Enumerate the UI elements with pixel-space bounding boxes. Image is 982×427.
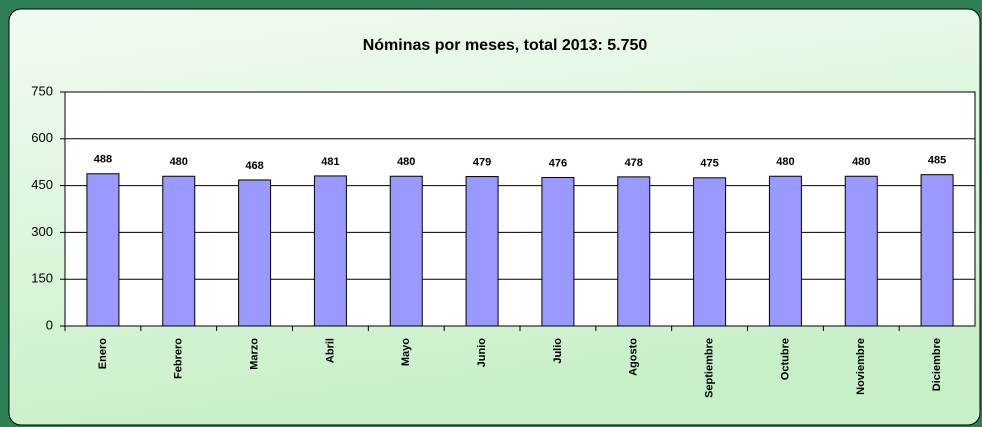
bar: [465, 176, 499, 327]
bar: [238, 179, 272, 327]
chart-title: Nóminas por meses, total 2013: 5.750: [363, 37, 648, 54]
y-tick-label: 0: [46, 317, 53, 332]
data-label: 476: [549, 157, 567, 169]
x-tick-label: Noviembre: [855, 338, 867, 395]
y-tick-label: 600: [31, 130, 53, 145]
data-label: 475: [700, 158, 718, 170]
x-tick-label: Marzo: [248, 338, 260, 370]
bar: [313, 175, 347, 327]
bar: [541, 176, 575, 327]
y-tick-label: 750: [31, 83, 53, 98]
x-tick-label: Octubre: [779, 338, 791, 380]
plot-area: [64, 91, 976, 327]
x-tick-label: Agosto: [628, 338, 640, 376]
y-tick-label: 450: [31, 177, 53, 192]
x-tick-label: Junio: [476, 338, 488, 368]
data-label: 481: [321, 156, 339, 168]
y-tick-label: 300: [31, 224, 53, 239]
bar: [844, 175, 878, 327]
bar: [162, 175, 196, 327]
x-tick-label: Mayo: [400, 338, 412, 366]
x-tick-label: Diciembre: [931, 338, 943, 391]
bar: [693, 177, 727, 327]
x-tick-label: Febrero: [173, 338, 185, 379]
x-tick-label: Septiembre: [703, 338, 715, 398]
data-label: 480: [397, 156, 415, 168]
data-label: 480: [852, 156, 870, 168]
bar: [389, 175, 423, 327]
bar: [617, 176, 651, 327]
bar: [86, 173, 120, 327]
data-label: 479: [473, 156, 491, 168]
y-tick-label: 150: [31, 271, 53, 286]
data-label: 488: [94, 154, 112, 166]
data-label: 478: [625, 157, 643, 169]
data-label: 468: [245, 160, 263, 172]
x-tick-label: Julio: [552, 338, 564, 364]
data-label: 480: [776, 156, 794, 168]
data-label: 480: [170, 156, 188, 168]
x-tick-label: Enero: [97, 338, 109, 369]
bar: [920, 174, 954, 327]
x-tick-label: Abril: [324, 338, 336, 363]
bar: [768, 175, 802, 327]
data-label: 485: [928, 155, 946, 167]
